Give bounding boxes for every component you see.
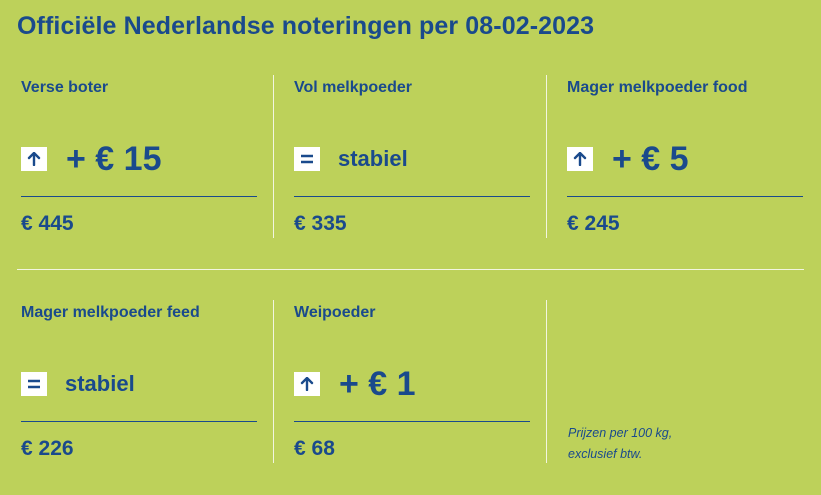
price-change: stabiel <box>21 366 135 402</box>
change-value: + € 1 <box>339 364 416 403</box>
change-value: stabiel <box>65 371 135 396</box>
price-change: stabiel <box>294 141 408 177</box>
page-title: Officiële Nederlandse noteringen per 08-… <box>17 12 595 40</box>
price-change: + € 5 <box>567 139 689 178</box>
column-divider <box>546 300 547 463</box>
divider-line <box>21 421 257 422</box>
price-change: + € 1 <box>294 364 416 403</box>
arrow-up-icon <box>567 147 593 171</box>
price-footnote: Prijzen per 100 kg, exclusief btw. <box>568 423 672 465</box>
arrow-up-icon <box>21 147 47 171</box>
change-value: + € 15 <box>66 139 162 178</box>
footnote-line: Prijzen per 100 kg, <box>568 426 673 440</box>
column-divider <box>273 75 274 238</box>
price-change: + € 15 <box>21 139 162 178</box>
column-divider <box>546 75 547 238</box>
equals-icon <box>294 147 320 171</box>
column-divider <box>273 300 274 463</box>
divider-line <box>294 421 530 422</box>
product-label: Verse boter <box>21 79 109 96</box>
change-value: stabiel <box>338 146 408 171</box>
arrow-up-icon <box>294 372 320 396</box>
product-label: Vol melkpoeder <box>294 79 412 96</box>
price-value: € 245 <box>567 212 620 235</box>
divider-line <box>294 196 530 197</box>
change-value: + € 5 <box>612 139 689 178</box>
footnote-line: exclusief btw. <box>568 447 643 461</box>
divider-line <box>21 196 257 197</box>
product-label: Weipoeder <box>294 304 376 321</box>
divider-line <box>567 196 803 197</box>
product-label: Mager melkpoeder food <box>567 79 748 96</box>
equals-icon <box>21 372 47 396</box>
price-value: € 68 <box>294 437 335 460</box>
price-value: € 226 <box>21 437 74 460</box>
row-divider <box>17 269 804 270</box>
price-value: € 335 <box>294 212 347 235</box>
product-label: Mager melkpoeder feed <box>21 304 200 321</box>
price-value: € 445 <box>21 212 74 235</box>
